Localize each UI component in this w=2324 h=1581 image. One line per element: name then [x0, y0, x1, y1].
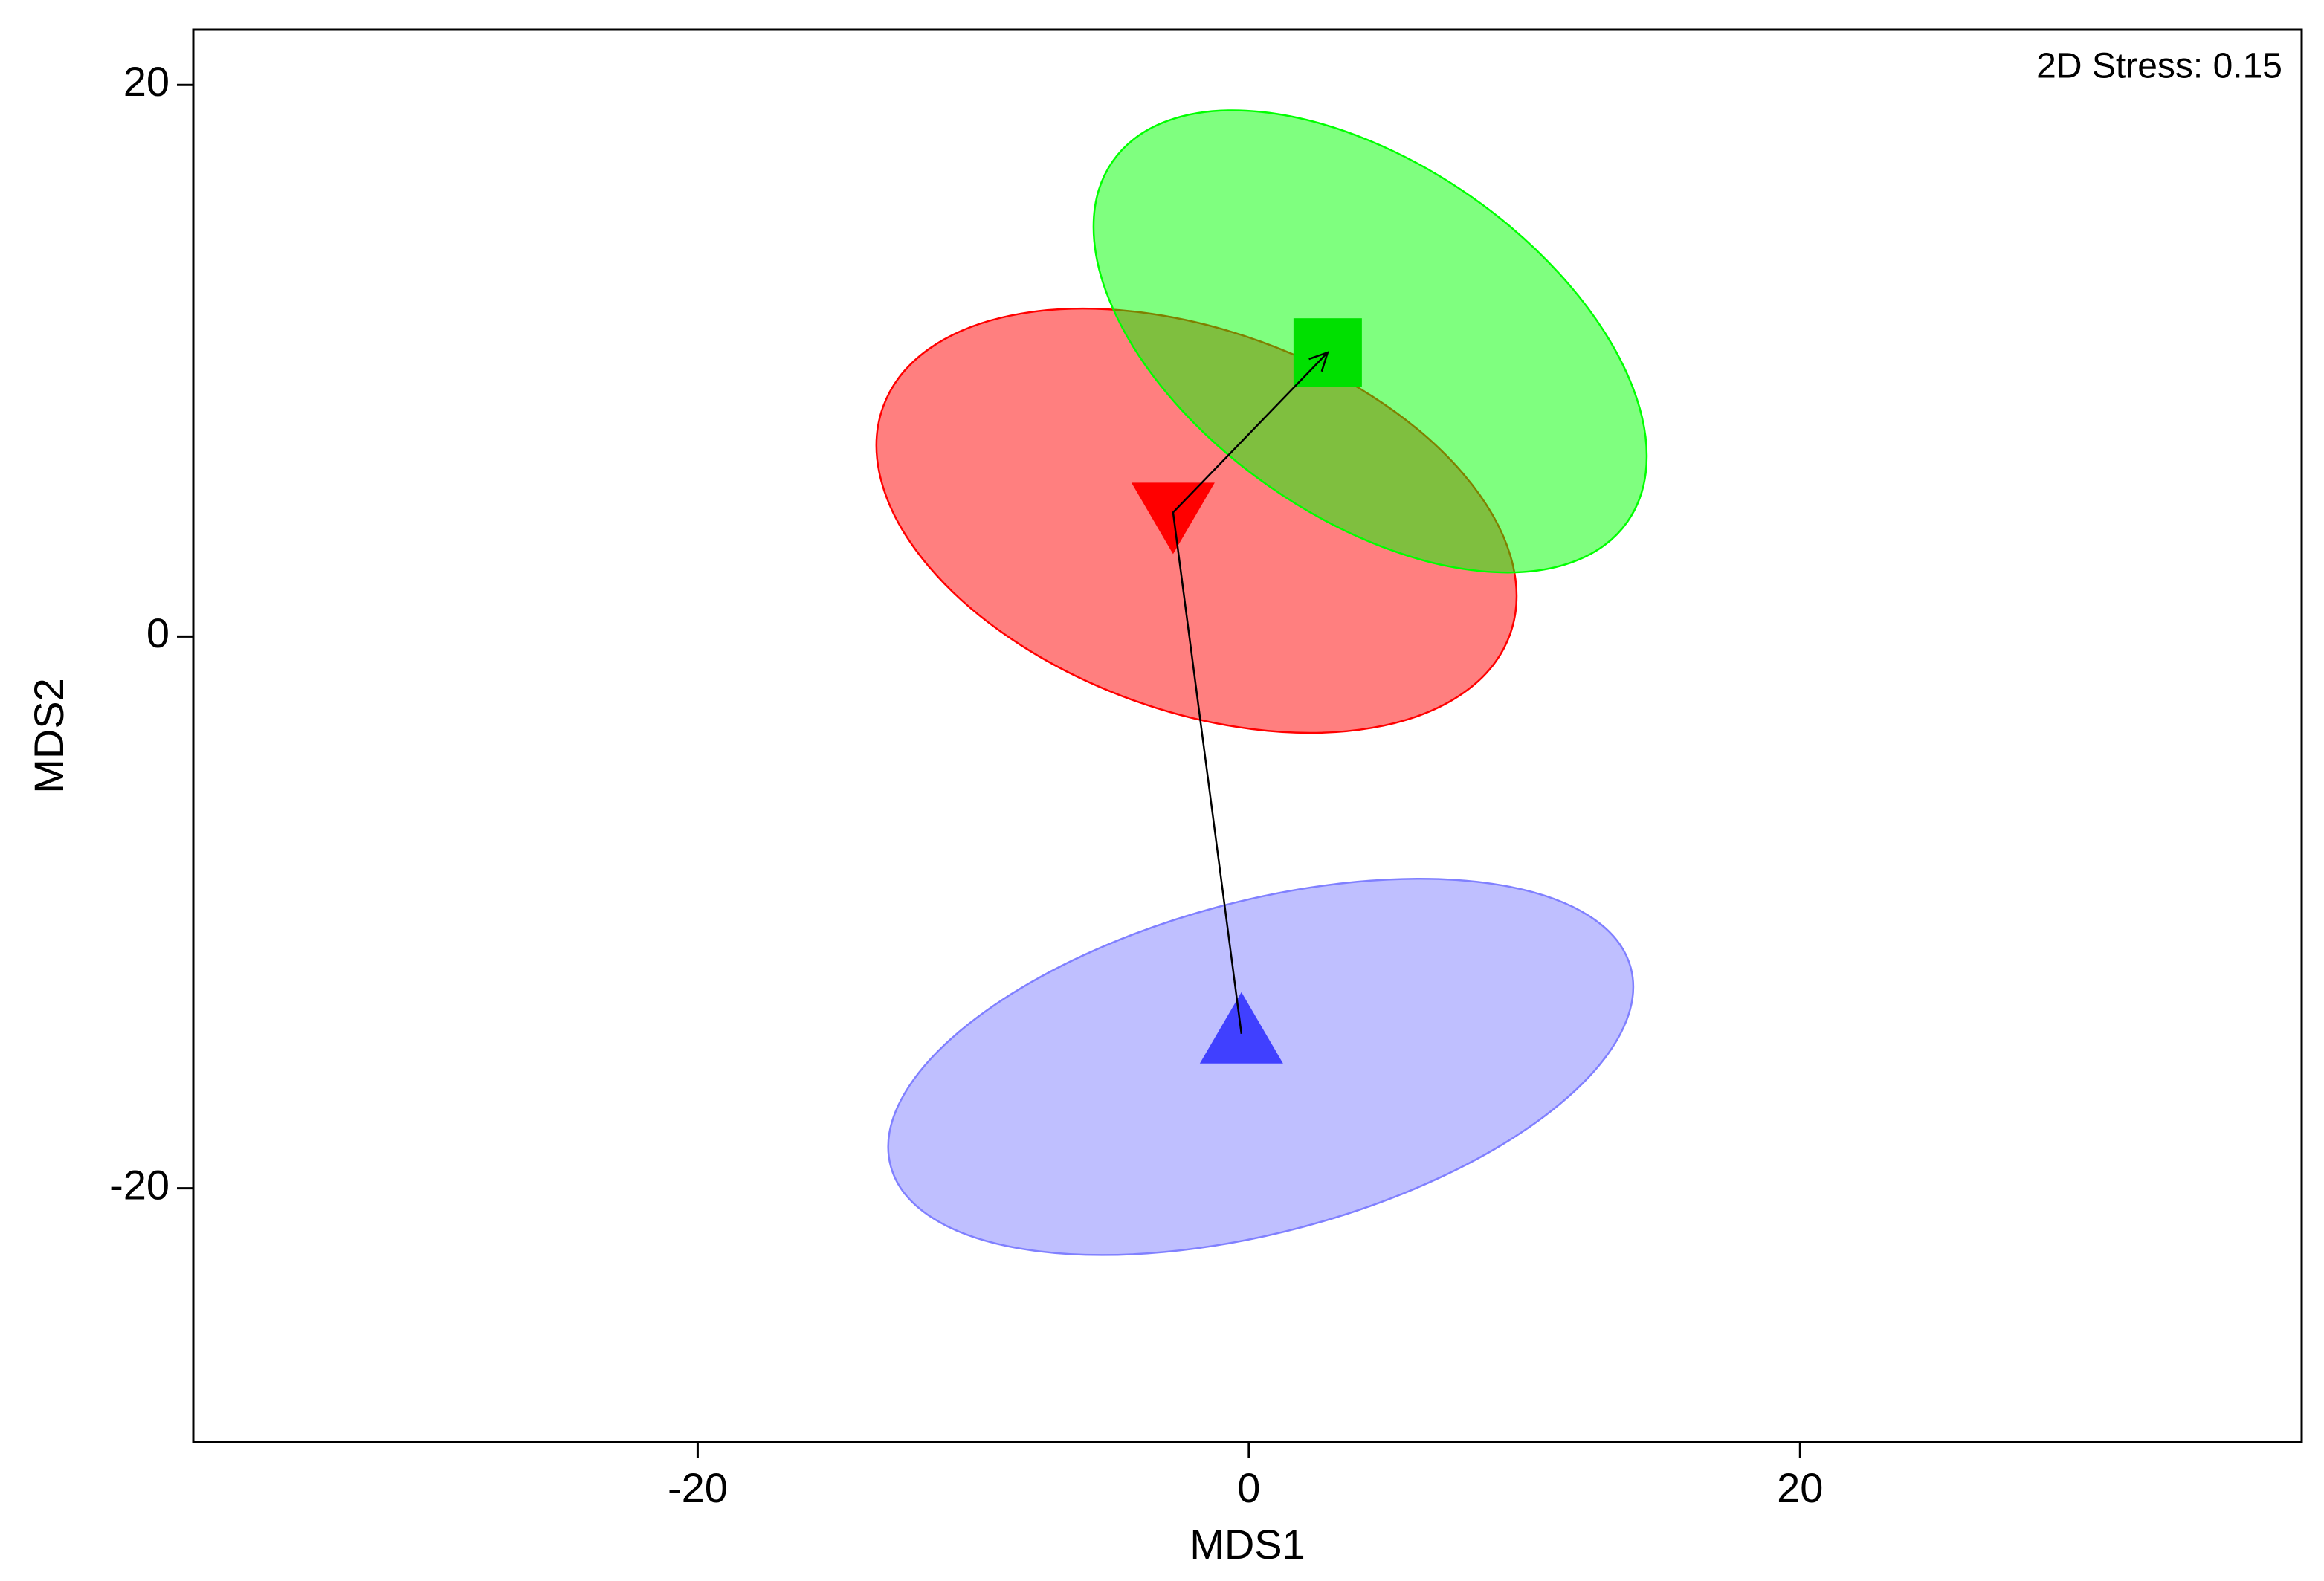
y-tick-label: -20 [109, 1161, 170, 1208]
confidence-ellipse [1092, 109, 1648, 574]
y-axis-label: MDS2 [25, 678, 72, 794]
stress-annotation: 2D Stress: 0.15 [2036, 47, 2282, 86]
x-tick-label: 20 [1777, 1464, 1823, 1511]
y-tick-label: 0 [146, 610, 170, 656]
y-tick-label: 20 [123, 58, 170, 105]
x-tick-label: 0 [1237, 1464, 1260, 1511]
x-tick-label: -20 [668, 1464, 728, 1511]
x-axis-label: MDS1 [1190, 1521, 1305, 1568]
trajectory-arrow [1172, 351, 1329, 1034]
confidence-ellipse [887, 877, 1635, 1256]
